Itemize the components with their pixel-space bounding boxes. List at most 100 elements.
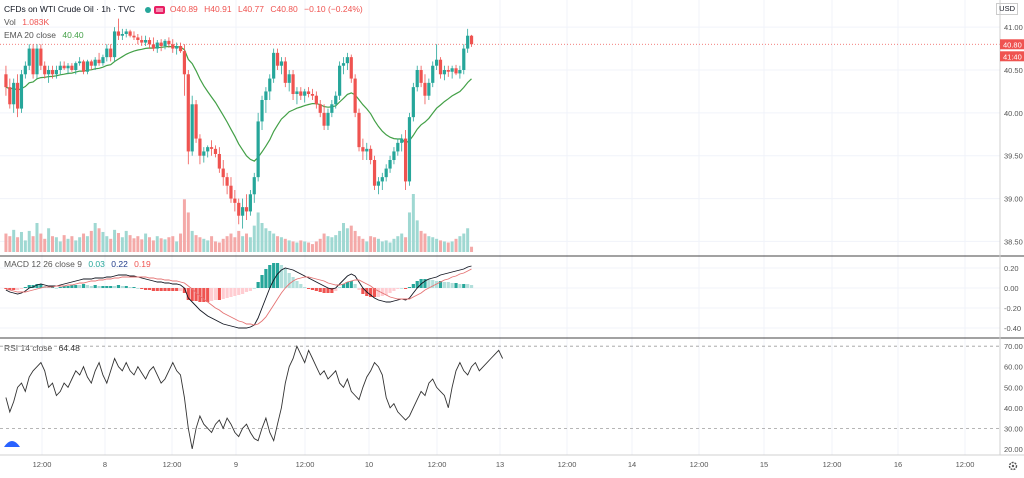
macd-histogram-bar [349, 281, 353, 288]
macd-histogram-bar [415, 281, 419, 288]
macd-histogram-bar [462, 284, 466, 288]
macd-histogram-bar [438, 281, 443, 288]
volume-bar [151, 240, 155, 252]
candle-body [407, 117, 412, 182]
volume-bar [23, 240, 27, 252]
macd-histogram-bar [283, 268, 287, 288]
volume-bar [93, 223, 97, 252]
candle-body [341, 63, 346, 66]
macd-histogram-bar [74, 285, 78, 288]
volume-bar [357, 236, 361, 252]
candle-body [124, 31, 128, 34]
volume-bar [310, 244, 314, 252]
macd-histogram-bar [50, 287, 55, 288]
price-tag: 40.80 [1003, 40, 1022, 49]
candle-body [54, 70, 58, 75]
candle-body [12, 82, 16, 105]
symbol-title[interactable]: CFDs on WTI Crude Oil · 1h · TVC [4, 4, 136, 14]
ema-legend[interactable]: EMA 20 close 40.40 [4, 29, 88, 41]
candle-body [384, 168, 388, 178]
volume-bar [124, 230, 128, 252]
rsi-label: RSI 14 close [4, 343, 53, 353]
candle-body [109, 48, 113, 58]
volume-bar [221, 238, 225, 252]
macd-histogram-bar [78, 285, 82, 288]
volume-bar [167, 237, 171, 252]
volume-bar [58, 241, 62, 252]
price-tick-label: 39.00 [1004, 195, 1023, 204]
candle-body [299, 91, 303, 96]
macd-histogram-bar [268, 265, 272, 288]
candle-body [372, 160, 377, 186]
candle-body [361, 147, 365, 152]
volume-bar [291, 241, 295, 252]
candle-body [396, 142, 400, 152]
macd-legend[interactable]: MACD 12 26 close 9 0.03 0.22 0.19 [4, 258, 155, 270]
volume-legend[interactable]: Vol 1.083K [4, 16, 53, 28]
x-tick-label: 8 [103, 460, 107, 469]
candle-body [310, 94, 315, 96]
settings-gear-icon [1011, 464, 1015, 468]
candle-body [291, 74, 295, 94]
volume-bar [217, 242, 221, 252]
volume-bar [272, 233, 276, 252]
macd-histogram-bar [144, 288, 148, 290]
volume-bar [66, 238, 70, 252]
rsi-line [5, 344, 504, 449]
grid [0, 0, 1000, 455]
macd-histogram-bar [330, 288, 334, 293]
candle-body [334, 95, 338, 105]
macd-histogram-bar [310, 288, 315, 290]
eye-settings-icon[interactable] [144, 5, 166, 15]
volume-bars [4, 194, 474, 252]
rsi-legend[interactable]: RSI 14 close 64.48 [4, 342, 84, 354]
candle-body [268, 78, 272, 92]
macd-histogram-bar [361, 288, 365, 294]
candle-body [89, 61, 93, 66]
macd-histogram-bar [322, 288, 326, 293]
macd-histogram-bar [423, 279, 427, 288]
volume-bar [338, 230, 342, 252]
macd-histogram-bar [140, 288, 144, 289]
candle-body [318, 104, 322, 113]
volume-bar [283, 238, 287, 252]
candle-body [70, 65, 74, 70]
macd-histogram-bar [66, 286, 70, 288]
candle-body [306, 91, 311, 94]
candle-body [322, 112, 326, 126]
volume-bar [299, 240, 303, 252]
macd-histogram-bar [116, 285, 121, 288]
macd-histogram-bar [206, 288, 210, 302]
candle-body [462, 48, 466, 70]
candle-body [303, 91, 307, 96]
currency-badge[interactable]: USD [996, 3, 1018, 15]
volume-bar [136, 236, 140, 252]
volume-bar [303, 241, 307, 252]
macd-line [5, 265, 472, 329]
settings-gear-icon[interactable] [1008, 461, 1018, 471]
candle-body [326, 112, 330, 126]
macd-histogram-bar [357, 288, 361, 290]
candle-body [369, 148, 373, 160]
volume-bar [89, 230, 93, 252]
volume-bar [287, 240, 291, 252]
macd-histogram-bar [256, 282, 260, 288]
macd-histogram-bar [260, 275, 264, 288]
macd-histogram-bar [469, 285, 474, 288]
volume-bar [314, 241, 318, 252]
macd-histogram-bar [252, 288, 256, 289]
macd-histogram-bar [190, 288, 194, 301]
volume-bar [140, 239, 144, 252]
macd-histogram-bar [237, 288, 241, 295]
macd-histogram-bar [120, 286, 124, 288]
volume-bar [427, 236, 431, 252]
macd-histogram-bar [155, 288, 159, 291]
volume-bar [113, 229, 117, 252]
volume-bar [97, 228, 101, 252]
volume-bar [39, 233, 43, 252]
macd-histogram-bar [93, 285, 97, 288]
volume-bar [388, 242, 392, 252]
macd-histogram-bar [62, 286, 66, 288]
macd-histogram-bar [178, 288, 183, 291]
